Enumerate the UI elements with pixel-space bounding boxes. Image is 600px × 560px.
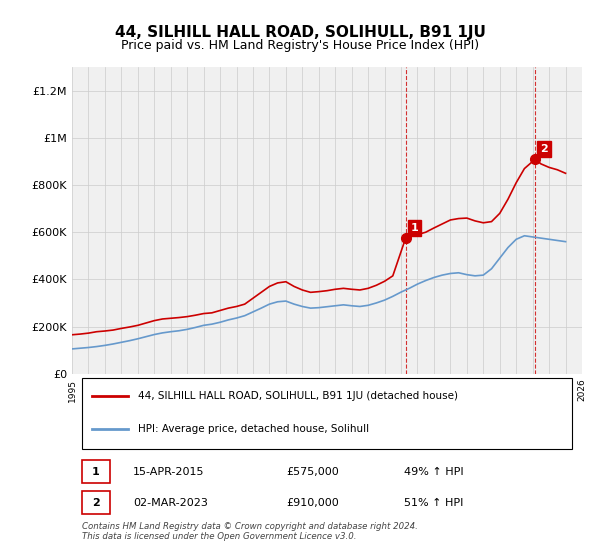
Text: 44, SILHILL HALL ROAD, SOLIHULL, B91 1JU (detached house): 44, SILHILL HALL ROAD, SOLIHULL, B91 1JU… xyxy=(139,391,458,401)
Text: 2: 2 xyxy=(92,498,100,507)
FancyBboxPatch shape xyxy=(82,491,110,514)
Text: 49% ↑ HPI: 49% ↑ HPI xyxy=(404,466,463,477)
Text: HPI: Average price, detached house, Solihull: HPI: Average price, detached house, Soli… xyxy=(139,424,370,434)
FancyBboxPatch shape xyxy=(82,460,110,483)
Text: Price paid vs. HM Land Registry's House Price Index (HPI): Price paid vs. HM Land Registry's House … xyxy=(121,39,479,52)
Text: 51% ↑ HPI: 51% ↑ HPI xyxy=(404,498,463,507)
Text: £575,000: £575,000 xyxy=(286,466,339,477)
Text: 1: 1 xyxy=(410,223,418,233)
Text: £910,000: £910,000 xyxy=(286,498,339,507)
Text: 02-MAR-2023: 02-MAR-2023 xyxy=(133,498,208,507)
Text: 2: 2 xyxy=(540,144,548,154)
Text: 1: 1 xyxy=(92,466,100,477)
Text: 44, SILHILL HALL ROAD, SOLIHULL, B91 1JU: 44, SILHILL HALL ROAD, SOLIHULL, B91 1JU xyxy=(115,25,485,40)
Text: 15-APR-2015: 15-APR-2015 xyxy=(133,466,205,477)
Text: Contains HM Land Registry data © Crown copyright and database right 2024.
This d: Contains HM Land Registry data © Crown c… xyxy=(82,522,418,541)
FancyBboxPatch shape xyxy=(82,377,572,449)
